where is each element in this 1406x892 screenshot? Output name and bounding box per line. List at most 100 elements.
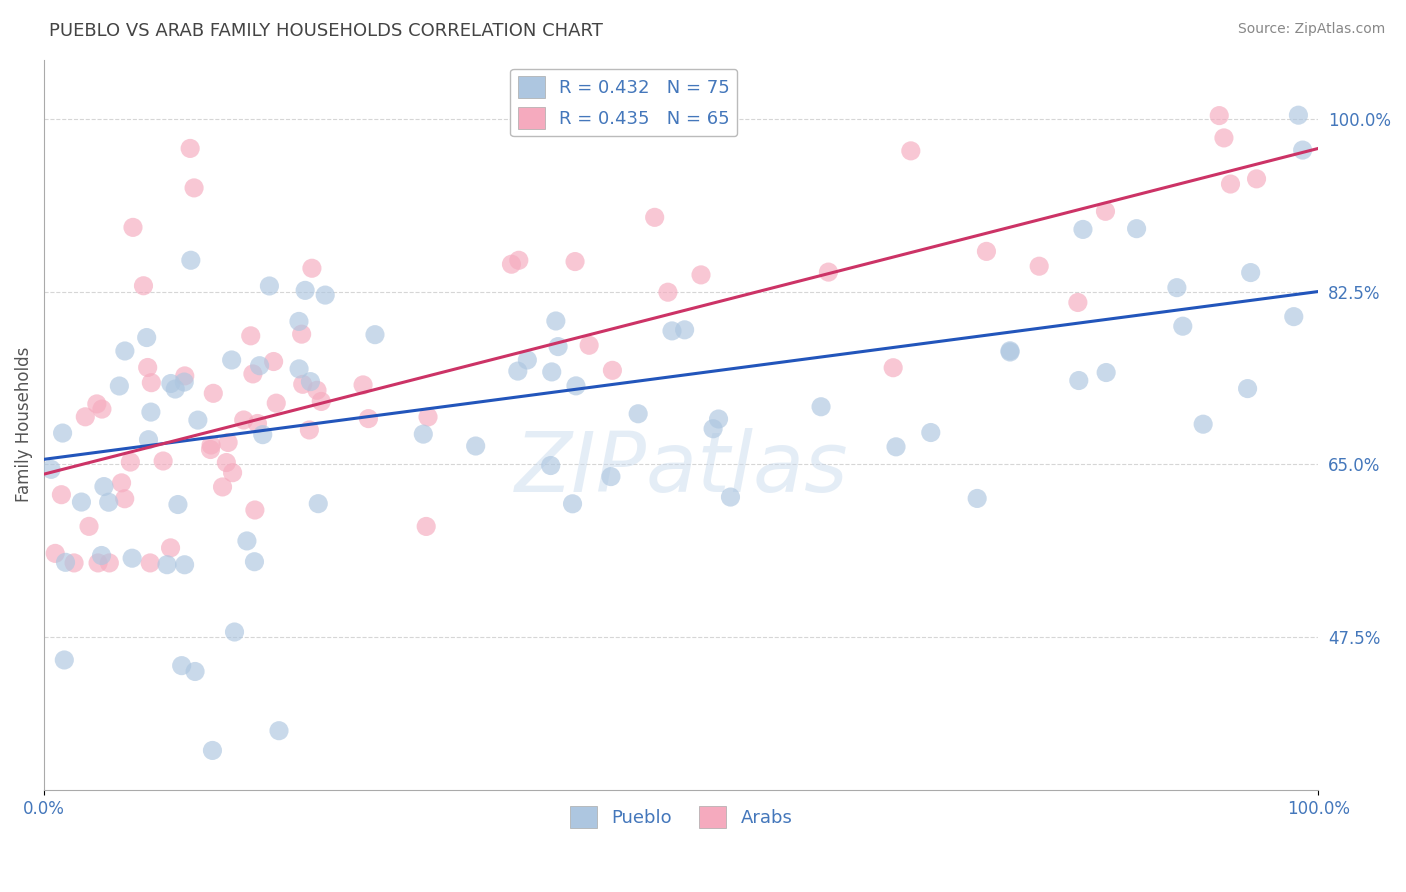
Point: [309, 394, 332, 409]
Point: [547, 340, 569, 354]
Point: [132, 278, 155, 293]
Point: [110, 475, 132, 490]
Point: [690, 268, 713, 282]
Point: [657, 285, 679, 300]
Point: [200, 438, 222, 452]
Point: [702, 422, 724, 436]
Point: [170, 658, 193, 673]
Point: [516, 353, 538, 368]
Point: [299, 375, 322, 389]
Point: [224, 625, 246, 640]
Point: [1208, 109, 1230, 123]
Point: [202, 386, 225, 401]
Point: [221, 466, 243, 480]
Point: [817, 265, 839, 279]
Point: [259, 279, 281, 293]
Point: [644, 211, 666, 225]
Point: [173, 368, 195, 383]
Point: [976, 244, 998, 259]
Point: [160, 376, 183, 391]
Point: [139, 556, 162, 570]
Point: [267, 723, 290, 738]
Point: [1095, 366, 1118, 380]
Point: [627, 407, 650, 421]
Point: [561, 497, 583, 511]
Point: [301, 261, 323, 276]
Point: [998, 345, 1021, 359]
Point: [1236, 382, 1258, 396]
Point: [252, 427, 274, 442]
Point: [114, 343, 136, 358]
Point: [120, 455, 142, 469]
Point: [39, 462, 62, 476]
Point: [600, 469, 623, 483]
Point: [200, 442, 222, 457]
Point: [55, 555, 77, 569]
Point: [63, 556, 86, 570]
Point: [264, 396, 287, 410]
Point: [884, 440, 907, 454]
Point: [673, 323, 696, 337]
Point: [159, 541, 181, 555]
Point: [415, 519, 437, 533]
Point: [1192, 417, 1215, 432]
Point: [506, 364, 529, 378]
Point: [135, 330, 157, 344]
Point: [221, 353, 243, 368]
Point: [179, 141, 201, 155]
Point: [920, 425, 942, 440]
Point: [305, 384, 328, 398]
Point: [1291, 143, 1313, 157]
Point: [51, 488, 73, 502]
Point: [508, 253, 530, 268]
Text: ZIPatlas: ZIPatlas: [515, 428, 848, 509]
Point: [1219, 177, 1241, 191]
Point: [1282, 310, 1305, 324]
Point: [291, 327, 314, 342]
Point: [1240, 266, 1263, 280]
Point: [416, 409, 439, 424]
Point: [187, 413, 209, 427]
Point: [1213, 131, 1236, 145]
Point: [720, 490, 742, 504]
Point: [211, 480, 233, 494]
Point: [1071, 222, 1094, 236]
Point: [239, 328, 262, 343]
Point: [236, 533, 259, 548]
Point: [602, 363, 624, 377]
Point: [243, 555, 266, 569]
Point: [77, 519, 100, 533]
Point: [565, 379, 588, 393]
Point: [70, 495, 93, 509]
Point: [156, 558, 179, 572]
Point: [298, 423, 321, 437]
Point: [263, 354, 285, 368]
Point: [114, 491, 136, 506]
Point: [52, 425, 75, 440]
Point: [998, 343, 1021, 358]
Point: [357, 411, 380, 425]
Point: [412, 427, 434, 442]
Point: [540, 458, 562, 473]
Point: [1094, 204, 1116, 219]
Point: [307, 497, 329, 511]
Point: [173, 558, 195, 572]
Point: [165, 382, 187, 396]
Point: [121, 551, 143, 566]
Point: [501, 257, 523, 271]
Point: [152, 454, 174, 468]
Point: [249, 359, 271, 373]
Point: [288, 314, 311, 328]
Point: [1286, 108, 1309, 122]
Point: [1067, 295, 1090, 310]
Point: [217, 435, 239, 450]
Point: [1166, 280, 1188, 294]
Point: [288, 362, 311, 376]
Point: [707, 412, 730, 426]
Point: [242, 367, 264, 381]
Y-axis label: Family Households: Family Households: [15, 347, 32, 502]
Point: [91, 402, 114, 417]
Point: [464, 439, 486, 453]
Point: [180, 253, 202, 268]
Point: [93, 479, 115, 493]
